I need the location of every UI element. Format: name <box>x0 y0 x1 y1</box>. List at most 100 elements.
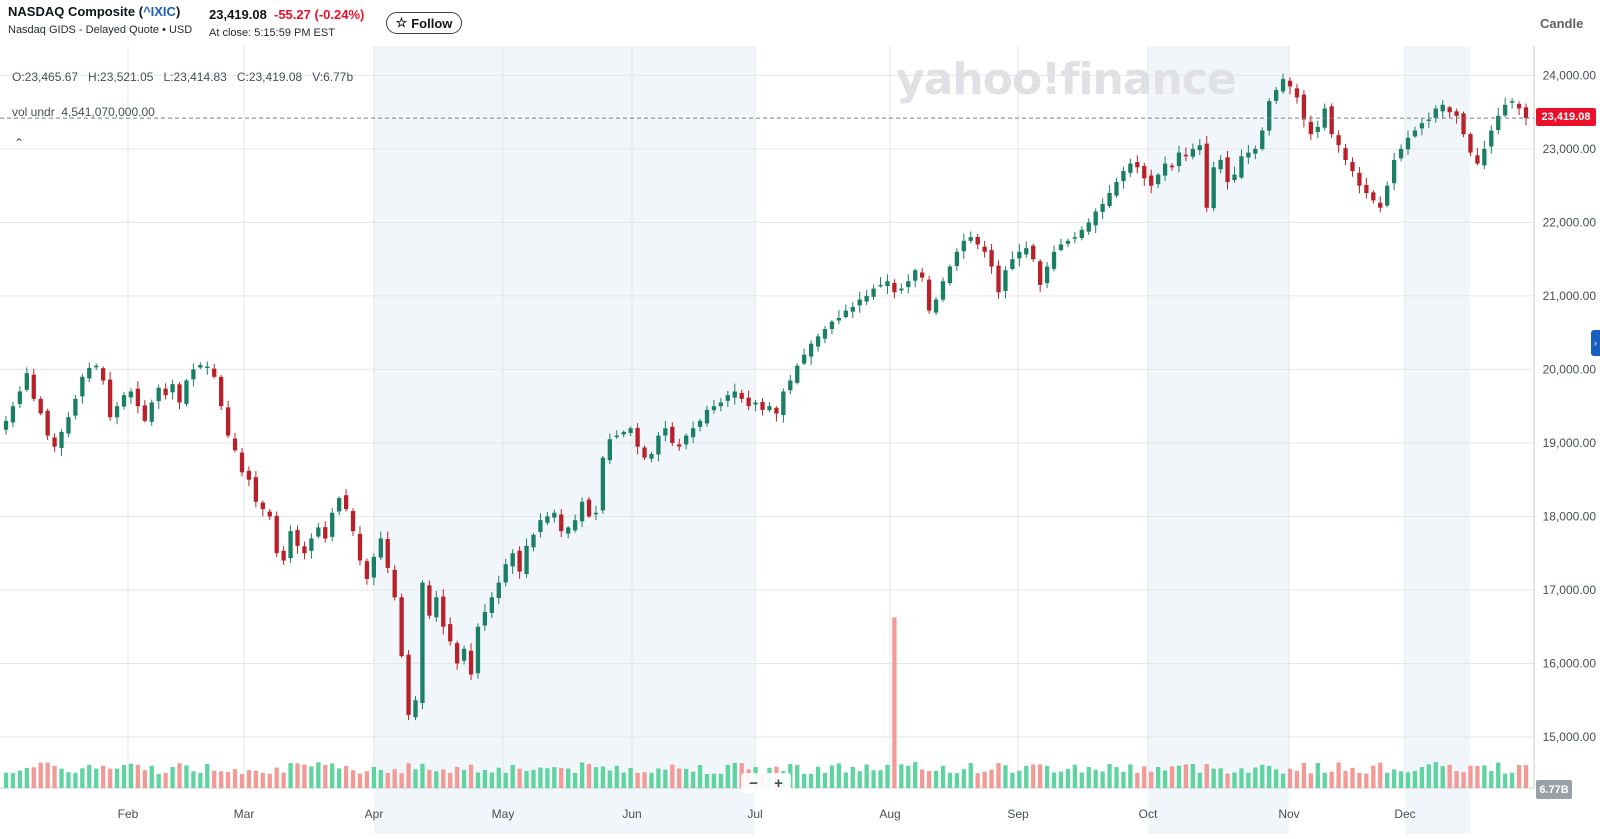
chevron-up-icon[interactable]: ⌃ <box>14 136 25 150</box>
volume-bar <box>1051 772 1057 788</box>
y-tick-label: 22,000.00 <box>1543 215 1597 229</box>
month-shade-apr <box>374 46 503 834</box>
candle-body <box>566 527 571 534</box>
y-tick-label: 16,000.00 <box>1543 656 1597 670</box>
volume-bar <box>3 772 9 788</box>
x-tick-label-may: May <box>492 807 515 821</box>
zoom-in-button[interactable]: + <box>774 774 783 792</box>
volume-bar <box>191 771 196 788</box>
volume-bar <box>482 769 488 788</box>
ticker-symbol[interactable]: ^IXIC <box>143 4 176 19</box>
candle-body <box>392 569 397 598</box>
candle-body <box>350 511 356 532</box>
volume-bar <box>1475 765 1480 788</box>
candle-body <box>267 511 272 517</box>
volume-bar <box>1204 764 1209 788</box>
volume-bar <box>59 768 64 788</box>
volume-bar <box>1121 771 1126 788</box>
volume-bar <box>1433 762 1438 788</box>
volume-bar <box>38 762 43 788</box>
volume-bar <box>1239 768 1244 788</box>
candle-body <box>1058 244 1064 250</box>
volume-bar <box>45 762 50 788</box>
candle-body <box>448 624 453 642</box>
volume-bar <box>503 772 508 788</box>
candle-body <box>1398 148 1404 159</box>
candle-body <box>538 520 543 533</box>
volume-bar <box>1405 772 1411 788</box>
volume-bar <box>212 770 217 788</box>
candle-body <box>357 533 363 561</box>
side-panel-toggle[interactable]: › <box>1591 330 1600 356</box>
candle-body <box>385 538 390 568</box>
candle-body <box>1121 170 1126 182</box>
volume-bar <box>635 772 640 788</box>
volume-bar <box>552 767 557 788</box>
chart-area[interactable]: 24,000.00 23,000.00 22,000.00 21,000.00 20,0… <box>0 46 1600 834</box>
candle-body <box>690 428 696 438</box>
candle-body <box>621 431 626 435</box>
volume-bar <box>996 763 1001 788</box>
candle-body <box>579 501 585 522</box>
volume-bar <box>1065 768 1071 788</box>
candle-body <box>600 457 606 511</box>
volume-bar <box>225 772 231 788</box>
x-tick-label-sep: Sep <box>1007 807 1029 821</box>
volume-bar <box>920 769 925 788</box>
candle-body <box>836 317 842 321</box>
volume-bar <box>1343 771 1348 788</box>
candle-body <box>788 380 793 391</box>
candle-body <box>177 384 182 403</box>
volume-bar <box>579 762 585 788</box>
price-chart[interactable]: 24,000.00 23,000.00 22,000.00 21,000.00 20,0… <box>0 46 1600 834</box>
candle-body <box>1093 211 1098 226</box>
candle-body <box>1294 88 1300 98</box>
candle-body <box>996 265 1001 293</box>
x-tick-label-feb: Feb <box>118 807 139 821</box>
candle-body <box>1308 121 1313 135</box>
candle-body <box>1135 162 1140 168</box>
candle-body <box>323 527 328 539</box>
follow-button[interactable]: ☆ Follow <box>386 12 462 34</box>
volume-bar <box>94 768 99 788</box>
vol-undr-label: vol undr <box>12 105 55 119</box>
zoom-out-button[interactable]: − <box>749 774 758 792</box>
volume-bar <box>732 762 737 788</box>
candle-body <box>1197 145 1202 151</box>
candle-body <box>468 650 474 675</box>
candle-body <box>1003 270 1008 291</box>
candle-body <box>913 270 918 281</box>
candle-body <box>503 564 508 583</box>
candle-body <box>170 384 175 393</box>
volume-bar <box>975 773 980 788</box>
volume-bar <box>1093 769 1098 788</box>
candle-body <box>107 379 113 418</box>
volume-bar <box>31 767 36 788</box>
candle-body <box>1364 184 1369 194</box>
volume-bar <box>1031 764 1036 788</box>
candle-body <box>1072 237 1078 239</box>
candle-body <box>399 597 404 657</box>
candle-body <box>795 365 800 383</box>
volume-bar <box>350 770 356 788</box>
chart-type-selector[interactable]: Candle <box>1540 16 1584 31</box>
volume-bar <box>1044 765 1050 788</box>
volume-bar <box>524 771 529 788</box>
candle-body <box>406 654 411 715</box>
volume-bar <box>1503 773 1508 788</box>
volume-bar <box>10 773 16 788</box>
volume-bar <box>857 771 862 788</box>
volume-bar <box>614 765 619 788</box>
volume-bar <box>1017 770 1022 788</box>
candle-body <box>1183 154 1189 157</box>
volume-bar <box>829 765 835 788</box>
volume-bar <box>933 770 939 788</box>
candle-body <box>1149 175 1154 186</box>
candle-body <box>1489 130 1494 147</box>
candle-body <box>1232 174 1237 181</box>
volume-bar <box>822 772 828 788</box>
volume-bar <box>343 765 349 788</box>
candle-body <box>489 597 494 613</box>
candle-body <box>1162 163 1168 176</box>
candle-body <box>371 556 377 578</box>
